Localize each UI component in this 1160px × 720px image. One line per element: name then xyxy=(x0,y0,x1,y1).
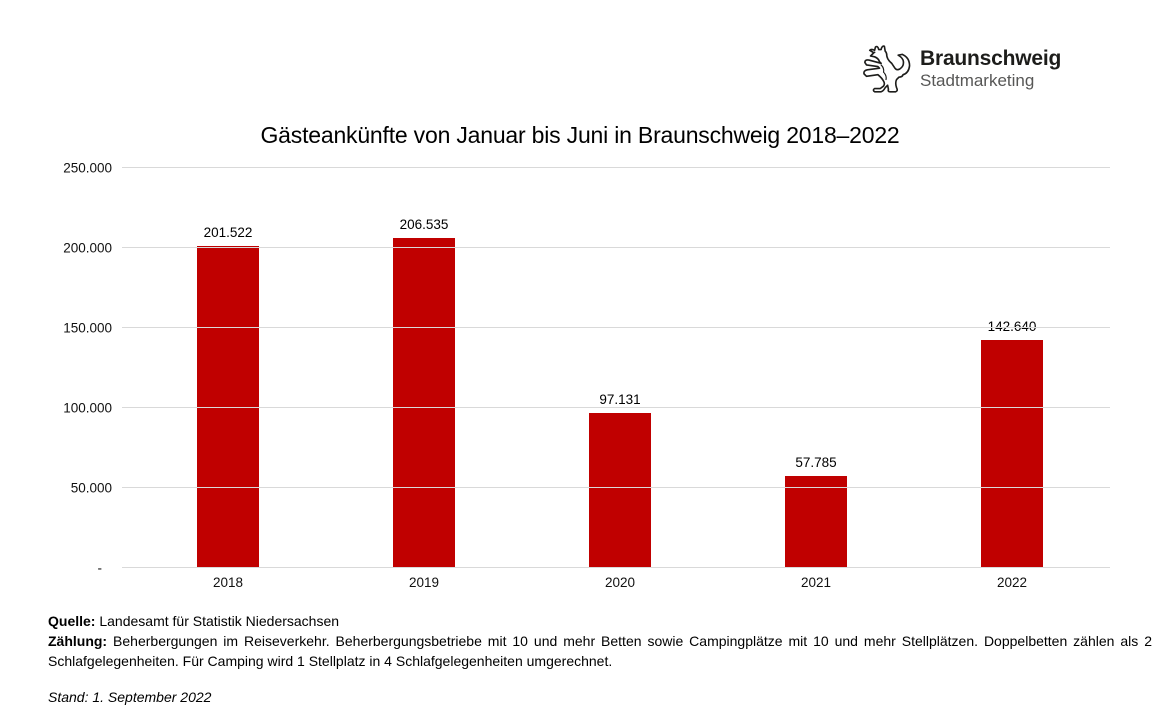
y-axis: 250.000 200.000 150.000 100.000 50.000 - xyxy=(36,161,112,576)
y-tick-label: 250.000 xyxy=(63,160,112,176)
stand-note: Stand: 1. September 2022 xyxy=(48,689,212,705)
bar-2022 xyxy=(981,339,1043,568)
x-tick-label-2019: 2019 xyxy=(408,575,440,590)
bar-cell-2019: 206.535 xyxy=(326,168,522,568)
logo-subtitle: Stadtmarketing xyxy=(920,71,1035,90)
x-tick-label-2018: 2018 xyxy=(212,575,244,590)
gridline xyxy=(122,247,1110,248)
bar-cell-2018: 201.522 xyxy=(130,168,326,568)
bar-2020 xyxy=(589,412,651,568)
bar-series: 201.522 206.535 97.131 57.785 142.640 xyxy=(130,168,1110,568)
bar-2021 xyxy=(785,475,847,568)
y-tick-label: 50.000 xyxy=(70,480,112,496)
gridline xyxy=(122,327,1110,328)
source-note: Quelle: Landesamt für Statistik Niedersa… xyxy=(48,611,1152,631)
value-label-2019: 206.535 xyxy=(399,216,449,232)
plot-area: 201.522 206.535 97.131 57.785 142.640 xyxy=(122,167,1110,568)
bar-cell-2021: 57.785 xyxy=(718,168,914,568)
bar-cell-2022: 142.640 xyxy=(914,168,1110,568)
logo-text: Braunschweig Stadtmarketing xyxy=(920,47,1061,91)
value-label-2022: 142.640 xyxy=(987,318,1037,334)
value-label-2020: 97.131 xyxy=(599,391,641,407)
chart-title: Gästeankünfte von Januar bis Juni in Bra… xyxy=(260,122,900,148)
footer-notes: Quelle: Landesamt für Statistik Niedersa… xyxy=(48,611,1152,707)
y-tick-label: 100.000 xyxy=(63,400,112,416)
source-label: Quelle: xyxy=(48,613,96,629)
logo: Braunschweig Stadtmarketing xyxy=(860,40,1061,98)
x-tick-label-2022: 2022 xyxy=(996,575,1028,590)
counting-label: Zählung: xyxy=(48,633,108,649)
gridline xyxy=(122,167,1110,168)
counting-text: Beherbergungen im Reiseverkehr. Beherber… xyxy=(48,633,1152,669)
y-tick-label: 150.000 xyxy=(63,320,112,336)
value-label-2021: 57.785 xyxy=(795,454,837,470)
gridline xyxy=(122,567,1110,568)
x-tick-label-2020: 2020 xyxy=(604,575,636,590)
counting-note: Zählung: Beherbergungen im Reiseverkehr.… xyxy=(48,631,1152,671)
bar-2018 xyxy=(197,245,259,568)
y-tick-label: 200.000 xyxy=(63,240,112,256)
value-label-2018: 201.522 xyxy=(203,224,253,240)
gridline xyxy=(122,487,1110,488)
source-text: Landesamt für Statistik Niedersachsen xyxy=(99,613,340,629)
x-axis: 2018 2019 2020 2021 2022 xyxy=(130,575,1110,590)
bar-2019 xyxy=(393,237,455,568)
bar-cell-2020: 97.131 xyxy=(522,168,718,568)
x-tick-label-2021: 2021 xyxy=(800,575,832,590)
braunschweig-lion-icon xyxy=(860,40,912,98)
y-tick-label: - xyxy=(97,560,103,576)
gridline xyxy=(122,407,1110,408)
logo-name: Braunschweig xyxy=(920,47,1062,70)
